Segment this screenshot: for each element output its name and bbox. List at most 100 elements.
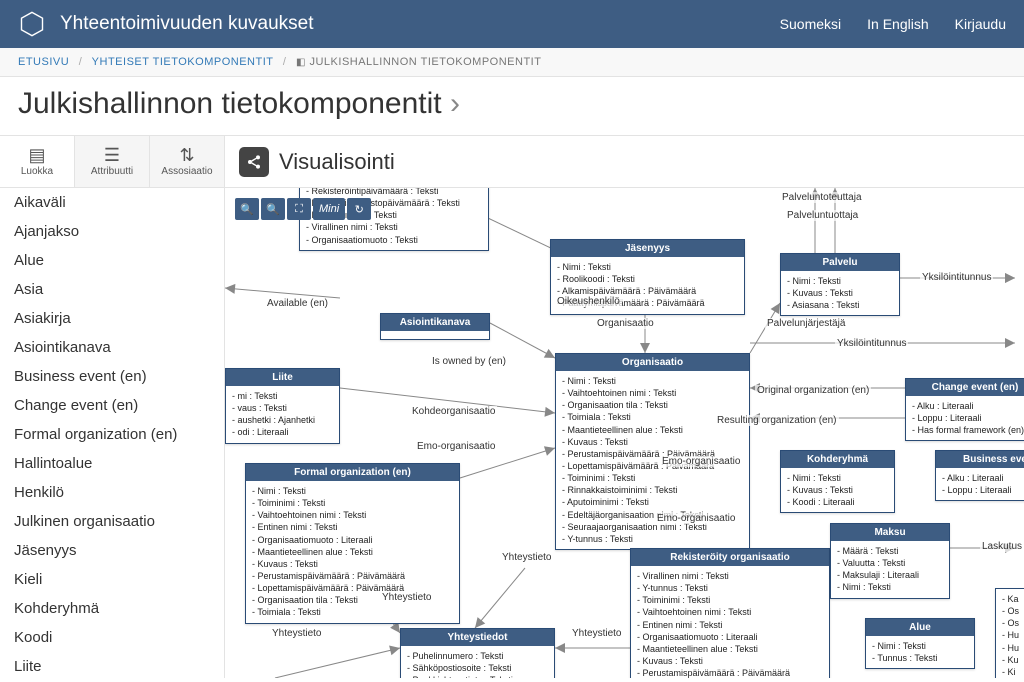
- page-title: Julkishallinnon tietokomponentit ›: [0, 77, 1024, 136]
- sidebar-item[interactable]: Asiointikanava: [0, 333, 224, 362]
- edge-label: Palvelunjärjestäjä: [765, 318, 847, 329]
- entity-title: Jäsenyys: [551, 240, 744, 257]
- edge-label: Yhteystieto: [570, 628, 623, 639]
- entity-alue[interactable]: AlueNimi : TekstiTunnus : Teksti: [865, 618, 975, 669]
- entity-maksu[interactable]: MaksuMäärä : TekstiValuutta : TekstiMaks…: [830, 523, 950, 599]
- sidebar-item[interactable]: Formal organization (en): [0, 420, 224, 449]
- sidebar-item[interactable]: Kohderyhmä: [0, 594, 224, 623]
- entity-title: Formal organization (en): [246, 464, 459, 481]
- tab-luokka[interactable]: ▤ Luokka: [0, 136, 74, 187]
- edge-label: Yhteystieto: [500, 552, 553, 563]
- sidebar-item[interactable]: Change event (en): [0, 391, 224, 420]
- sidebar-item[interactable]: Liite: [0, 652, 224, 678]
- entity-title: Liite: [226, 369, 339, 386]
- edge-label: Yhteystieto: [270, 628, 323, 639]
- entity-title: Business eve: [936, 451, 1024, 468]
- entity-body: Määrä : TekstiValuutta : TekstiMaksulaji…: [831, 541, 949, 598]
- edge-label: Laskutus: [980, 541, 1024, 552]
- canvas-header: Visualisointi: [225, 136, 1024, 188]
- entity-title: Kohderyhmä: [781, 451, 894, 468]
- attributes-icon: ☰: [104, 146, 120, 164]
- edge-label: Oikeushenkilö: [555, 296, 622, 307]
- edge-label: Organisaatio: [595, 318, 656, 329]
- entity-palvelu[interactable]: PalveluNimi : TekstiKuvaus : TekstiAsias…: [780, 253, 900, 316]
- sidebar-item[interactable]: Alue: [0, 246, 224, 275]
- sidebar-item[interactable]: Asiakirja: [0, 304, 224, 333]
- edge-label: Palveluntuottaja: [785, 210, 860, 221]
- entity-business_event[interactable]: Business eveAlku : LiteraaliLoppu : Lite…: [935, 450, 1024, 501]
- entity-title: Maksu: [831, 524, 949, 541]
- sidebar-item[interactable]: Kieli: [0, 565, 224, 594]
- diagram-canvas[interactable]: 🔍 🔍 ⛶ Mini ↻ Rekisteröintipäivämäärä : T…: [225, 188, 1024, 678]
- entity-body: Puhelinnumero : TekstiSähköpostiosoite :…: [401, 646, 554, 678]
- entity-asiointikanava[interactable]: Asiointikanava: [380, 313, 490, 340]
- refresh-button[interactable]: ↻: [347, 198, 371, 220]
- fullscreen-button[interactable]: ⛶: [287, 198, 311, 220]
- canvas-area: Visualisointi 🔍 🔍 ⛶ Mini ↻ Rekisteröinti…: [225, 136, 1024, 678]
- sidebar-tabs: ▤ Luokka ☰ Attribuutti ⇅ Assosiaatio: [0, 136, 224, 188]
- sidebar-item[interactable]: Julkinen organisaatio: [0, 507, 224, 536]
- entity-change_event[interactable]: Change event (en)Alku : LiteraaliLoppu :…: [905, 378, 1024, 441]
- entity-body: Nimi : TekstiKuvaus : TekstiAsiasana : T…: [781, 271, 899, 315]
- entity-body: Nimi : TekstiTunnus : Teksti: [866, 636, 974, 668]
- logo-icon: [18, 10, 46, 38]
- edge-label: Yhteystieto: [380, 592, 433, 603]
- sidebar: ▤ Luokka ☰ Attribuutti ⇅ Assosiaatio Aik…: [0, 136, 225, 678]
- entity-body: mi : Tekstivaus : Tekstiaushetki : Ajanh…: [226, 386, 339, 443]
- edge-label: Yksilöintitunnus: [835, 338, 908, 349]
- sidebar-item[interactable]: Hallintoalue: [0, 449, 224, 478]
- entity-body: Alku : LiteraaliLoppu : LiteraaliHas for…: [906, 396, 1024, 440]
- list-icon: ▤: [28, 146, 45, 164]
- tab-attribuutti[interactable]: ☰ Attribuutti: [74, 136, 149, 187]
- entity-title: Change event (en): [906, 379, 1024, 396]
- login-link[interactable]: Kirjaudu: [955, 16, 1006, 32]
- entity-liite[interactable]: Liitemi : Tekstivaus : Tekstiaushetki : …: [225, 368, 340, 444]
- edge-label: Is owned by (en): [430, 356, 508, 367]
- entity-title: Asiointikanava: [381, 314, 489, 331]
- entity-body: [381, 331, 489, 339]
- zoom-in-button[interactable]: 🔍: [235, 198, 259, 220]
- lang-fi-link[interactable]: Suomeksi: [780, 16, 841, 32]
- edge-label: Resulting organization (en): [715, 415, 839, 426]
- sidebar-item[interactable]: Business event (en): [0, 362, 224, 391]
- minimap-toggle[interactable]: Mini: [313, 198, 345, 220]
- edge-label: Available (en): [265, 298, 330, 309]
- canvas-title: Visualisointi: [279, 149, 395, 175]
- zoom-out-button[interactable]: 🔍: [261, 198, 285, 220]
- entity-title: Yhteystiedot: [401, 629, 554, 646]
- tab-assosiaatio[interactable]: ⇅ Assosiaatio: [149, 136, 224, 187]
- entity-body: Alku : LiteraaliLoppu : Literaali: [936, 468, 1024, 500]
- entity-body: Nimi : TekstiKuvaus : TekstiKoodi : Lite…: [781, 468, 894, 512]
- top-bar: Yhteentoimivuuden kuvaukset Suomeksi In …: [0, 0, 1024, 48]
- entity-body: Virallinen nimi : TekstiY-tunnus : Tekst…: [631, 566, 829, 678]
- entity-title: Rekisteröity organisaatio: [631, 549, 829, 566]
- entity-title: Alue: [866, 619, 974, 636]
- main-area: ▤ Luokka ☰ Attribuutti ⇅ Assosiaatio Aik…: [0, 136, 1024, 678]
- sidebar-item[interactable]: Ajanjakso: [0, 217, 224, 246]
- app-title: Yhteentoimivuuden kuvaukset: [60, 13, 780, 35]
- breadcrumb: ETUSIVU / YHTEISET TIETOKOMPONENTIT / ◧ …: [0, 48, 1024, 77]
- entity-frag_right[interactable]: KaOsOsHuHuKuKiOr: [995, 588, 1024, 678]
- share-icon[interactable]: [239, 147, 269, 177]
- sidebar-item[interactable]: Henkilö: [0, 478, 224, 507]
- edge-label: Yksilöintitunnus: [920, 272, 993, 283]
- entity-yhteystiedot[interactable]: YhteystiedotPuhelinnumero : TekstiSähköp…: [400, 628, 555, 678]
- canvas-toolbar: 🔍 🔍 ⛶ Mini ↻: [235, 198, 371, 220]
- entity-rekisteroity[interactable]: Rekisteröity organisaatioVirallinen nimi…: [630, 548, 830, 678]
- edge-label: Emo-organisaatio: [415, 441, 497, 452]
- sidebar-item[interactable]: Koodi: [0, 623, 224, 652]
- sidebar-item[interactable]: Aikaväli: [0, 188, 224, 217]
- top-nav: Suomeksi In English Kirjaudu: [780, 16, 1006, 32]
- sidebar-list[interactable]: AikaväliAjanjaksoAlueAsiaAsiakirjaAsioin…: [0, 188, 224, 678]
- sidebar-item[interactable]: Jäsenyys: [0, 536, 224, 565]
- edge-label: Emo-organisaatio: [655, 513, 737, 524]
- breadcrumb-home[interactable]: ETUSIVU: [18, 56, 69, 68]
- lang-en-link[interactable]: In English: [867, 16, 928, 32]
- entity-title: Organisaatio: [556, 354, 749, 371]
- entity-kohderyhma[interactable]: KohderyhmäNimi : TekstiKuvaus : TekstiKo…: [780, 450, 895, 513]
- sidebar-item[interactable]: Asia: [0, 275, 224, 304]
- edge-label: Palveluntoteuttaja: [780, 192, 864, 203]
- entity-body: KaOsOsHuHuKuKiOr: [996, 589, 1024, 678]
- edge-label: Emo-organisaatio: [660, 456, 742, 467]
- breadcrumb-section[interactable]: YHTEISET TIETOKOMPONENTIT: [92, 56, 274, 68]
